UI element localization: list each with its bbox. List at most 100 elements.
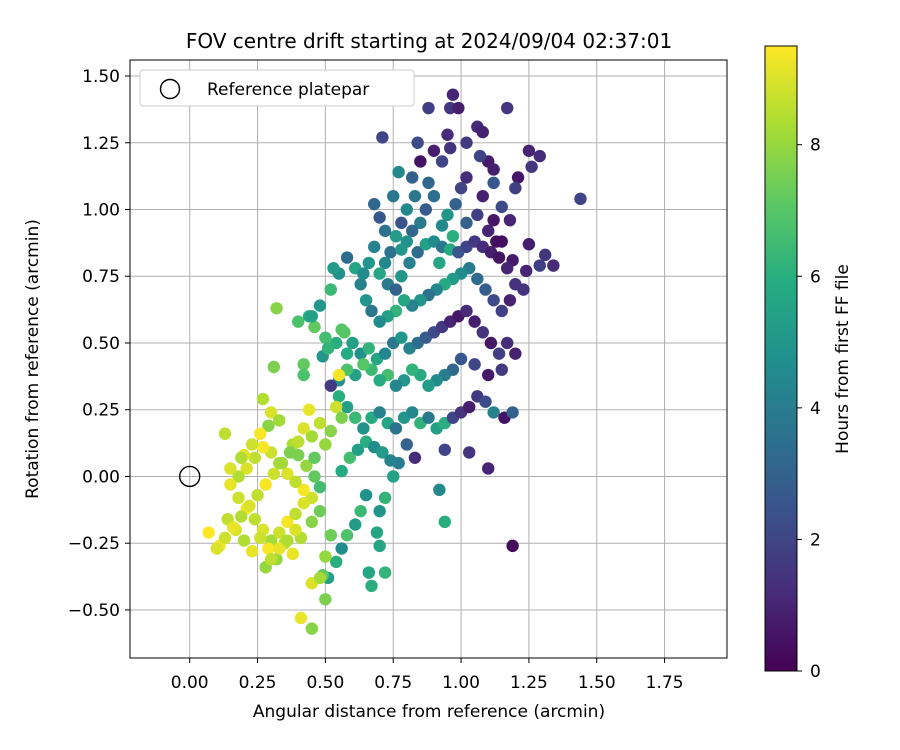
data-point-42	[419, 203, 432, 216]
data-point-259	[218, 427, 232, 440]
y-tick-label-7: 1.25	[82, 134, 120, 154]
data-point-304	[362, 256, 375, 270]
data-point-230	[286, 547, 300, 561]
data-point-300	[482, 224, 495, 238]
data-point-289	[460, 136, 473, 149]
data-point-301	[490, 235, 503, 248]
y-tick-label-5: 0.75	[82, 267, 120, 287]
data-point-192	[384, 454, 397, 467]
data-point-188	[351, 443, 365, 456]
data-point-17	[392, 165, 405, 179]
data-point-214	[248, 451, 262, 464]
data-point-6	[411, 136, 424, 149]
y-tick-label-3: 0.25	[82, 401, 120, 421]
data-point-252	[256, 392, 270, 406]
data-point-54	[403, 256, 416, 270]
data-point-209	[289, 475, 302, 489]
data-point-91	[324, 283, 338, 296]
data-point-8	[476, 125, 489, 139]
reference-platepar-point	[178, 465, 201, 488]
data-point-177	[349, 518, 362, 531]
data-point-276	[308, 451, 321, 464]
data-point-117	[492, 347, 506, 360]
plot-frame	[129, 59, 728, 659]
colorbar-tick-label-0: 0	[810, 662, 821, 682]
data-point-206	[313, 480, 327, 494]
x-axis-ticks: 0.00 0.25 0.50 0.75 1.00 1.25 1.50 1.75	[171, 658, 684, 693]
data-point-204	[300, 459, 313, 472]
data-point-242	[218, 531, 232, 545]
data-point-55	[411, 246, 424, 259]
data-point-23	[533, 259, 546, 272]
colorbar-gradient	[764, 45, 798, 672]
data-point-233	[262, 542, 275, 555]
data-point-131	[389, 379, 403, 392]
data-point-127	[422, 379, 435, 392]
data-point-171	[387, 470, 400, 483]
data-point-123	[454, 352, 468, 366]
data-point-86	[359, 294, 373, 307]
data-point-268	[321, 342, 335, 355]
data-point-255	[262, 419, 275, 432]
data-point-145	[373, 406, 386, 419]
data-point-180	[330, 555, 343, 569]
data-point-0	[446, 88, 460, 101]
data-point-159	[487, 406, 500, 419]
data-point-147	[389, 422, 403, 435]
data-point-71	[479, 283, 492, 296]
data-point-198	[313, 416, 327, 430]
data-point-139	[324, 379, 338, 392]
data-point-96	[319, 331, 332, 344]
data-point-72	[471, 272, 484, 286]
data-point-81	[397, 294, 411, 307]
data-point-226	[297, 496, 310, 510]
data-point-280	[313, 571, 327, 585]
data-point-187	[343, 451, 357, 464]
data-point-283	[273, 542, 286, 555]
data-point-24	[519, 264, 533, 278]
data-point-191	[376, 446, 389, 459]
data-point-253	[264, 406, 278, 419]
data-point-41	[427, 189, 441, 203]
data-point-220	[248, 512, 262, 526]
data-point-205	[308, 470, 321, 483]
data-point-114	[468, 315, 481, 328]
data-point-194	[365, 579, 378, 593]
data-point-50	[373, 267, 386, 280]
y-axis-label: Rotation from reference (arcmin)	[23, 219, 43, 499]
data-point-9	[533, 149, 546, 163]
colorbar-tick-label-4: 8	[810, 136, 821, 156]
data-point-35	[525, 160, 538, 173]
data-point-273	[330, 400, 343, 414]
data-point-95	[308, 320, 321, 334]
data-point-254	[273, 414, 286, 427]
data-point-142	[349, 411, 362, 424]
data-point-195	[373, 539, 386, 553]
data-point-151	[422, 411, 435, 424]
data-point-241	[210, 542, 224, 555]
legend-reference-marker	[159, 78, 181, 100]
data-point-29	[476, 189, 489, 203]
data-point-260	[224, 462, 237, 475]
data-point-163	[482, 462, 495, 475]
data-point-101	[362, 342, 375, 355]
x-tick-label-0: 0.00	[171, 673, 209, 693]
data-point-166	[433, 483, 446, 497]
colorbar-ticks: 0 2 4 6 8	[797, 136, 821, 682]
data-point-67	[509, 278, 522, 291]
data-point-215	[240, 462, 253, 475]
data-point-135	[357, 358, 370, 371]
data-point-185	[324, 528, 338, 542]
data-point-265	[297, 368, 310, 382]
data-point-210	[281, 467, 294, 480]
y-tick-label-0: −0.50	[68, 601, 120, 621]
data-point-197	[302, 403, 316, 416]
y-tick-label-1: −0.25	[68, 534, 120, 554]
data-point-39	[441, 208, 454, 222]
data-point-299	[471, 208, 484, 222]
data-point-133	[373, 374, 386, 387]
data-point-235	[245, 545, 259, 558]
data-point-290	[473, 149, 487, 163]
data-point-40	[435, 219, 449, 232]
